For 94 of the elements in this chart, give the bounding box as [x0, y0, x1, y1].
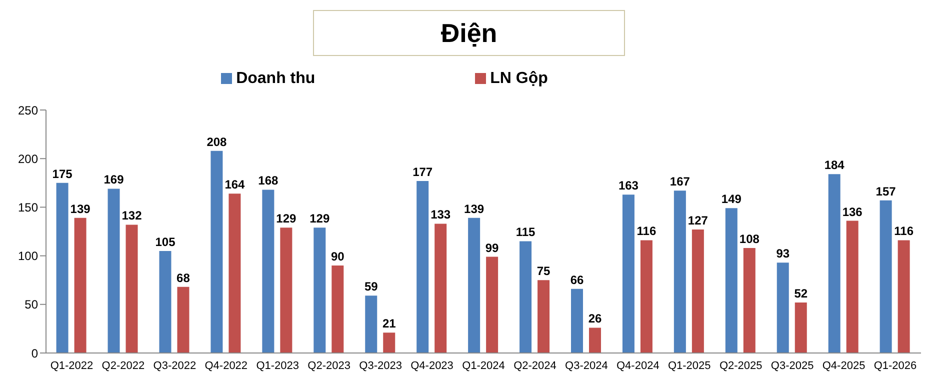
bar	[776, 262, 789, 353]
data-label: 157	[876, 184, 896, 198]
data-label: 139	[464, 202, 484, 216]
bar	[828, 174, 840, 353]
data-label: 164	[224, 178, 246, 192]
data-label: 139	[70, 202, 91, 216]
bar	[743, 248, 756, 353]
bar	[468, 218, 480, 353]
x-tick-label: Q2-2023	[308, 360, 350, 372]
data-label: 127	[688, 214, 708, 228]
x-tick-label: Q1-2024	[462, 360, 505, 372]
data-label: 59	[364, 280, 378, 294]
y-tick-label: 0	[31, 346, 38, 360]
x-tick-label: Q3-2025	[770, 360, 814, 372]
data-label: 116	[894, 224, 914, 238]
y-tick-label: 50	[24, 298, 38, 312]
x-tick-label: Q2-2025	[719, 360, 762, 372]
y-tick-label: 200	[18, 152, 38, 166]
data-label: 169	[104, 172, 124, 187]
bar	[74, 218, 86, 353]
x-tick-label: Q1-2025	[668, 360, 711, 372]
bar	[314, 228, 326, 353]
bar	[262, 190, 274, 353]
data-label: 108	[739, 232, 760, 246]
data-label: 93	[776, 246, 790, 261]
bar	[108, 188, 120, 353]
x-tick-label: Q1-2022	[50, 360, 94, 372]
bar	[383, 332, 396, 353]
data-label: 21	[382, 316, 396, 331]
data-label: 133	[430, 208, 451, 222]
x-tick-label: Q3-2024	[565, 360, 608, 372]
bar	[589, 328, 601, 353]
bar	[725, 208, 738, 353]
bar	[280, 228, 292, 353]
bar	[365, 296, 378, 353]
data-label: 168	[258, 174, 279, 188]
data-label: 99	[485, 240, 500, 255]
x-tick-label: Q4-2023	[410, 360, 454, 372]
x-tick-label: Q2-2024	[514, 360, 556, 372]
data-label: 115	[516, 225, 536, 240]
bar	[416, 180, 429, 353]
bar	[571, 288, 583, 353]
y-tick-label: 150	[18, 200, 38, 214]
bar	[674, 190, 686, 353]
data-label: 175	[52, 166, 73, 181]
y-tick-label: 100	[18, 249, 38, 264]
bar	[177, 286, 190, 353]
legend-label: LN Gộp	[490, 70, 548, 87]
bar	[332, 266, 344, 353]
y-tick-label: 250	[18, 103, 38, 118]
x-tick-label: Q1-2023	[256, 360, 300, 372]
bar	[846, 220, 858, 353]
bar	[794, 302, 807, 353]
data-label: 66	[570, 272, 584, 287]
data-label: 68	[176, 270, 190, 285]
data-label: 208	[206, 134, 228, 149]
data-label: 177	[412, 164, 433, 179]
bar	[159, 250, 172, 353]
bar	[228, 194, 241, 353]
legend-label: Doanh thu	[236, 70, 316, 87]
x-tick-label: Q3-2023	[359, 360, 402, 372]
x-tick-label: Q2-2022	[102, 360, 145, 372]
bar	[56, 182, 68, 353]
x-tick-label: Q1-2026	[874, 360, 917, 372]
data-label: 90	[330, 250, 345, 264]
data-label: 105	[155, 234, 176, 249]
data-label: 184	[824, 158, 845, 172]
bar	[692, 230, 704, 353]
data-label: 52	[794, 286, 808, 300]
data-label: 129	[310, 212, 330, 226]
bar	[520, 241, 532, 353]
chart-title: Điện	[313, 10, 625, 56]
x-tick-label: Q4-2024	[616, 360, 660, 372]
bar	[210, 150, 223, 353]
data-label: 136	[842, 204, 863, 219]
data-label: 163	[618, 178, 639, 193]
data-label: 149	[721, 192, 742, 206]
bar	[898, 240, 910, 353]
bar	[126, 224, 138, 353]
bar	[880, 200, 892, 353]
x-tick-label: Q4-2025	[822, 360, 866, 372]
data-label: 167	[670, 174, 690, 189]
data-label: 26	[588, 312, 602, 326]
data-label: 132	[122, 208, 142, 223]
data-label: 116	[636, 224, 656, 238]
data-label: 129	[276, 212, 297, 226]
bar	[622, 194, 634, 353]
bar	[640, 240, 652, 353]
x-tick-label: Q3-2022	[153, 360, 196, 372]
bar	[486, 256, 498, 353]
x-tick-label: Q4-2022	[204, 360, 248, 372]
data-label: 75	[536, 264, 551, 278]
bar	[538, 280, 550, 353]
bar	[434, 224, 447, 353]
